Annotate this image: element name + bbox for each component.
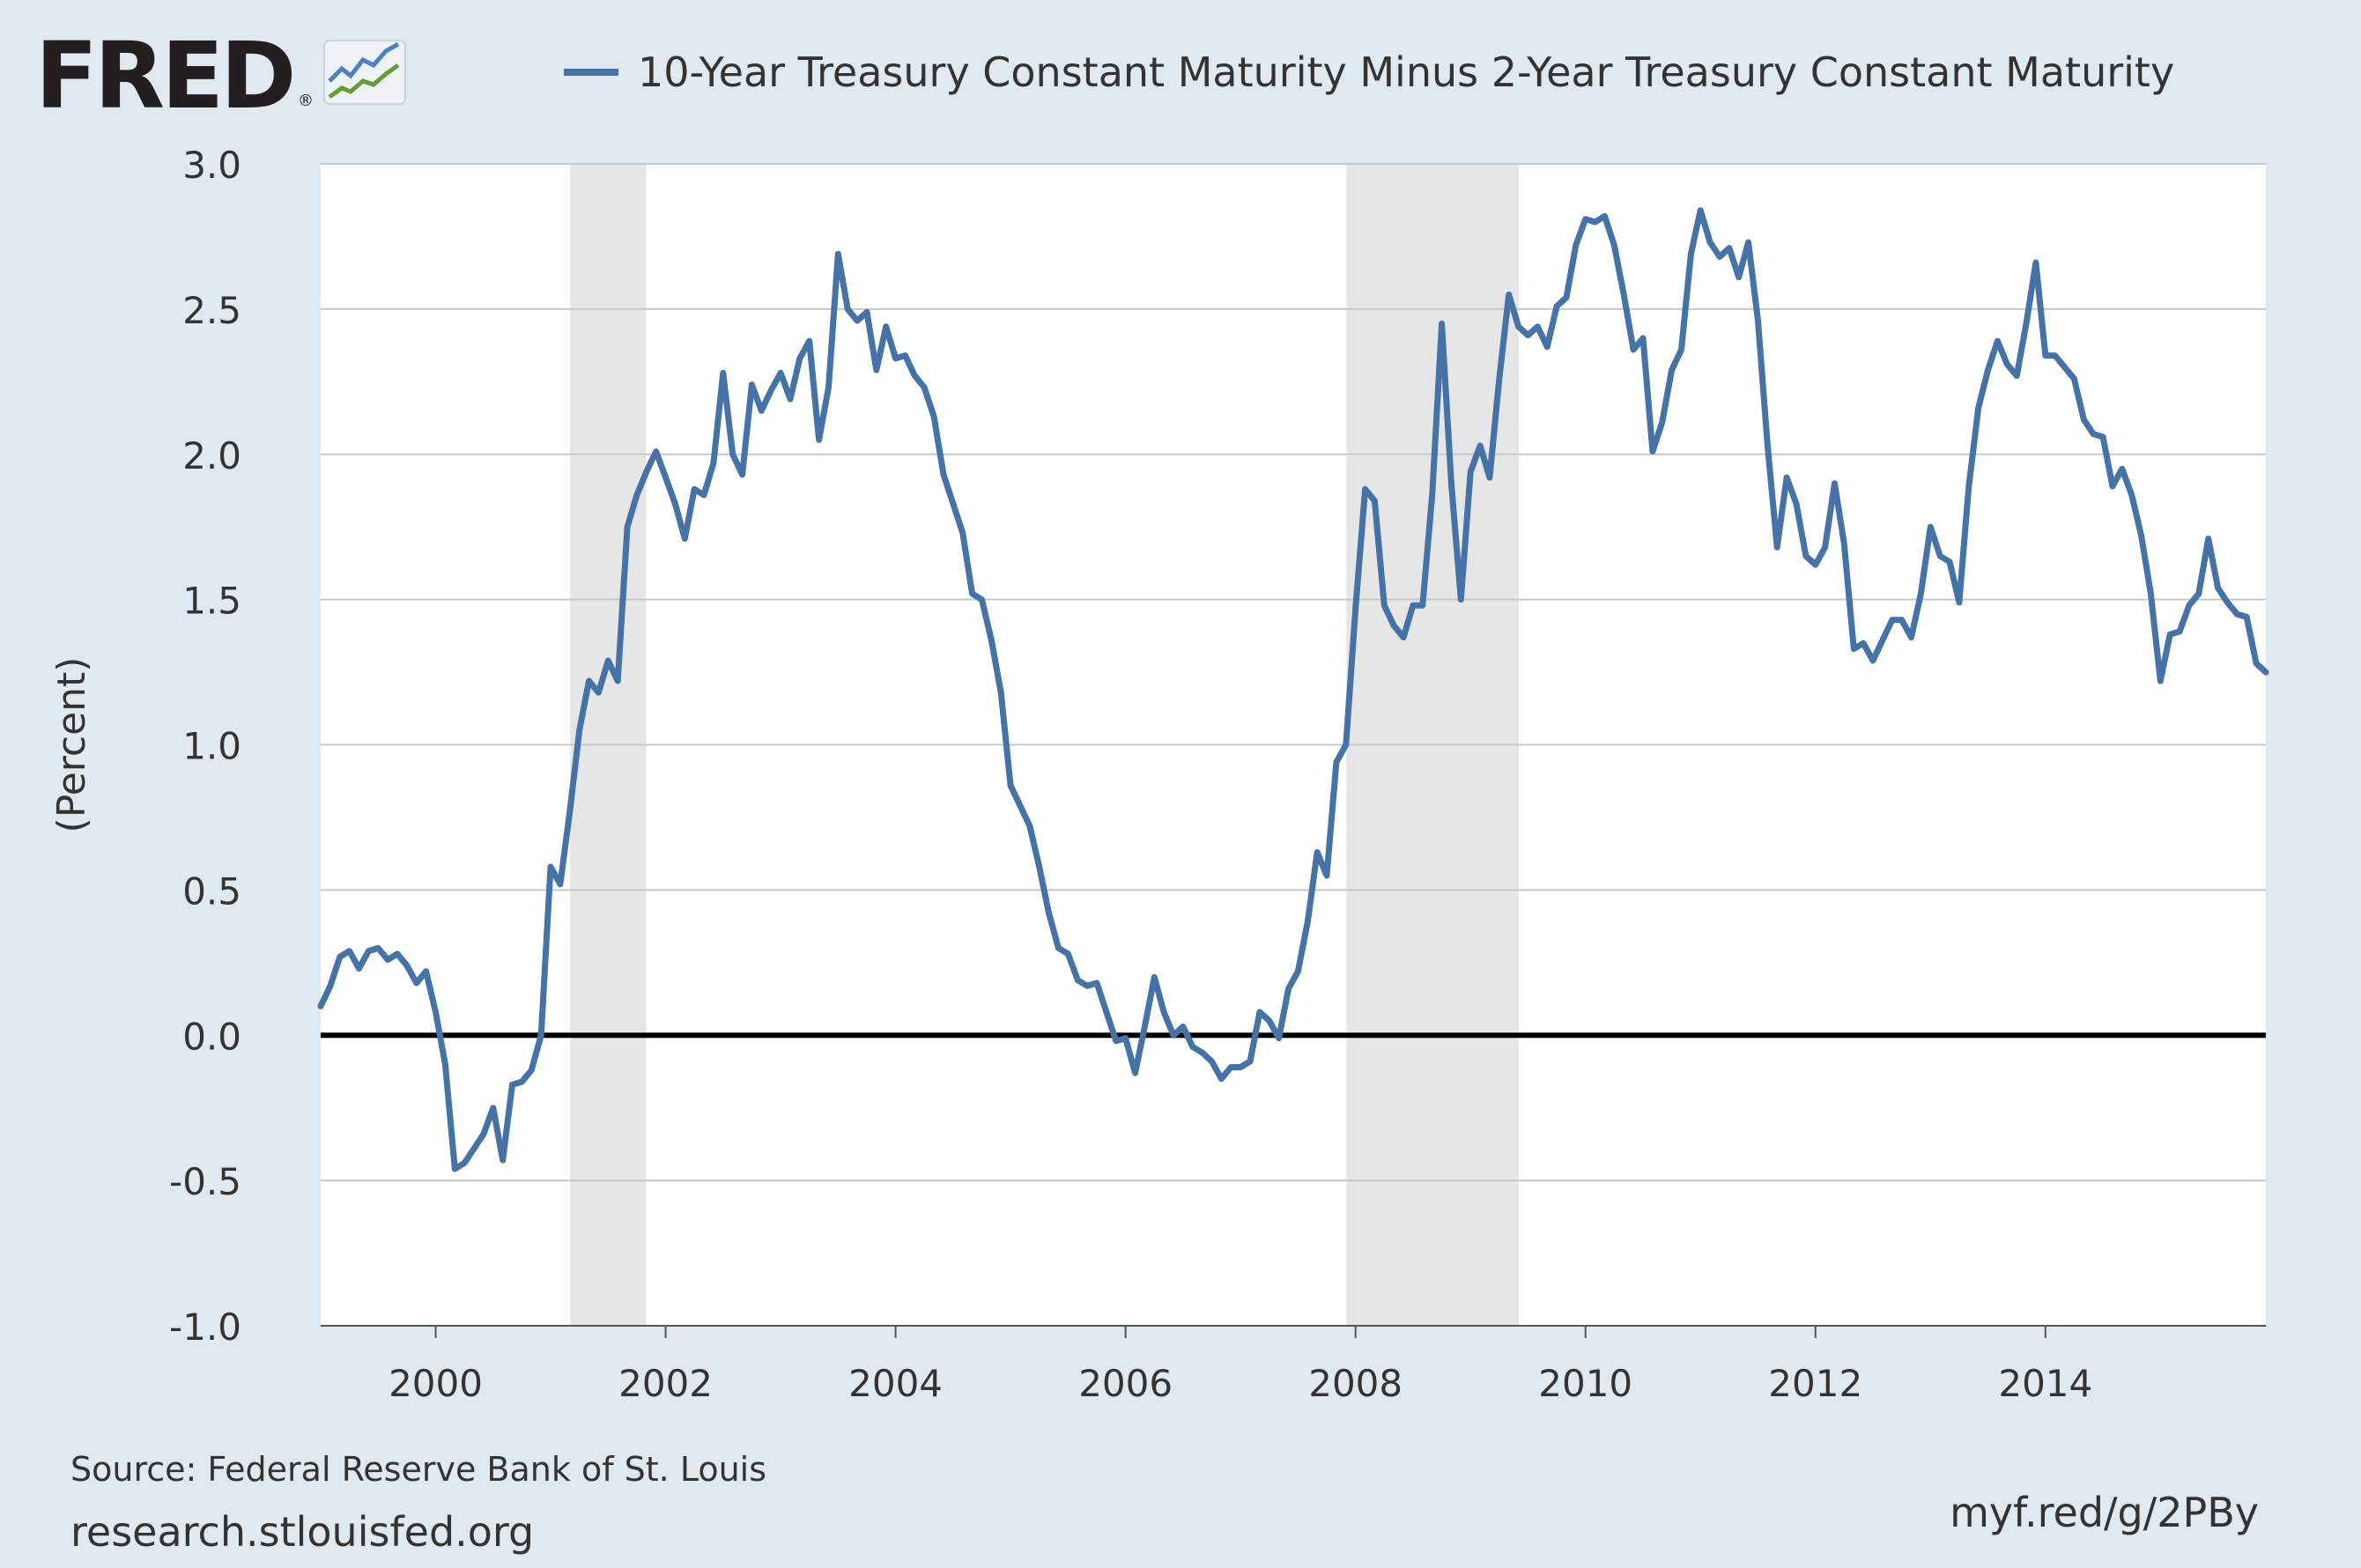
- series-line: [317, 207, 2269, 1172]
- x-tick-label: 2006: [1078, 1362, 1173, 1405]
- y-tick-label: 0.0: [182, 1015, 241, 1058]
- legend-swatch: [564, 69, 618, 76]
- y-tick-label: -0.5: [169, 1160, 241, 1203]
- chart-trend-icon: [323, 40, 406, 105]
- y-tick-label: 1.5: [182, 580, 241, 623]
- x-tick-label: 2012: [1768, 1362, 1862, 1405]
- y-tick-label: 2.5: [182, 289, 241, 332]
- y-tick-label: 3.0: [182, 144, 241, 187]
- y-tick-label: 1.0: [182, 725, 241, 768]
- y-tick-label: 2.0: [182, 434, 241, 477]
- short-url-link[interactable]: myf.red/g/2PBy: [1950, 1489, 2259, 1536]
- y-tick-label: 0.5: [182, 869, 241, 913]
- y-tick-label: -1.0: [169, 1305, 241, 1349]
- y-axis-title: (Percent): [49, 657, 94, 833]
- registered-mark: ®: [298, 92, 314, 110]
- x-tick-label: 2000: [389, 1362, 483, 1405]
- x-tick-label: 2002: [618, 1362, 713, 1405]
- fred-logo-text: FRED: [35, 22, 296, 129]
- x-tick-label: 2004: [848, 1362, 943, 1405]
- site-link[interactable]: research.stlouisfed.org: [70, 1508, 535, 1556]
- x-tick-label: 2014: [1998, 1362, 2092, 1405]
- legend: 10-Year Treasury Constant Maturity Minus…: [564, 46, 2174, 99]
- source-note: Source: Federal Reserve Bank of St. Loui…: [70, 1450, 767, 1489]
- x-tick-label: 2008: [1308, 1362, 1403, 1405]
- x-tick-label: 2010: [1538, 1362, 1632, 1405]
- legend-label: 10-Year Treasury Constant Maturity Minus…: [638, 48, 2175, 96]
